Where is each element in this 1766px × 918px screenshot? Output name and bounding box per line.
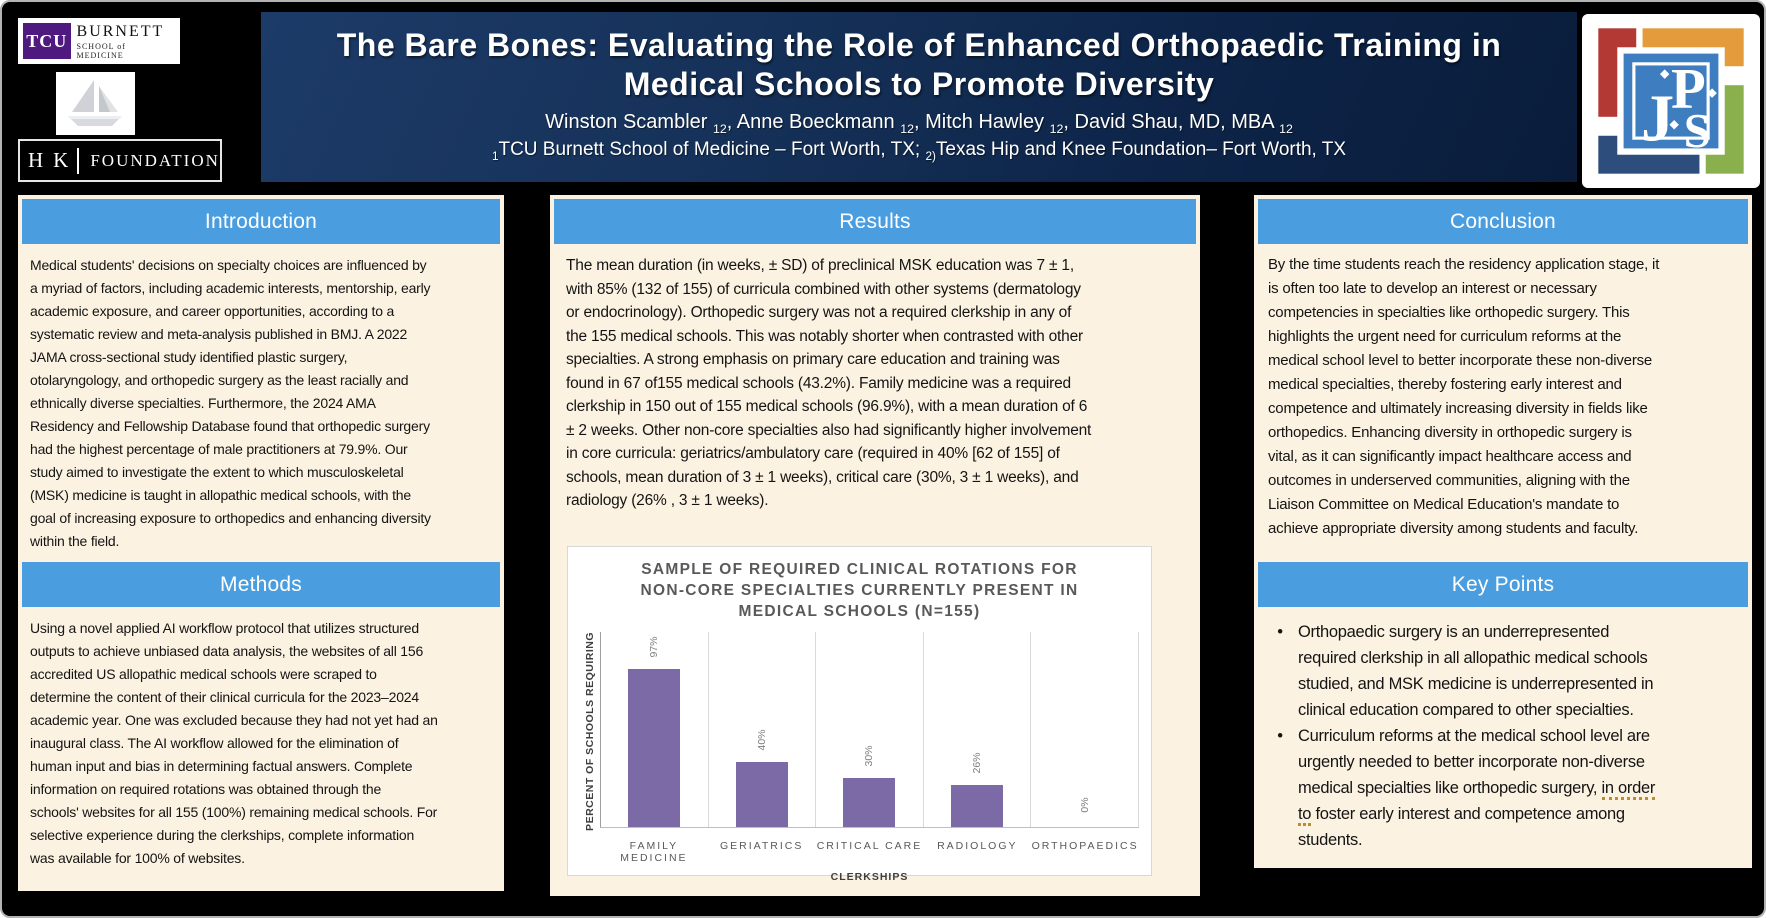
tcu-burnett-logo: TCU BURNETT SCHOOL of MEDICINE — [18, 18, 180, 64]
bar-value-label: 26% — [971, 752, 984, 774]
tcu-burnett-subtitle: SCHOOL of MEDICINE — [76, 41, 126, 60]
right-column: Conclusion By the time students reach th… — [1254, 195, 1752, 868]
chart-column: 30% — [816, 632, 924, 827]
chart-plot-area: 97% 40% 30% 26% 0% — [600, 632, 1139, 828]
affil-sup: 2) — [925, 149, 936, 163]
left-column: Introduction Medical students' decisions… — [18, 195, 504, 891]
chart-column: 97% — [601, 632, 709, 827]
grammar-underline: in order — [1601, 779, 1655, 800]
poster-title: The Bare Bones: Evaluating the Role of E… — [336, 27, 1502, 102]
sailboat-logo — [56, 72, 135, 135]
author: , Mitch Hawley — [914, 111, 1050, 133]
bar-value-label: 0% — [1078, 797, 1091, 813]
methods-body: Using a novel applied AI workflow protoc… — [30, 620, 438, 866]
grammar-underline: to — [1298, 805, 1311, 826]
introduction-body: Medical students' decisions on specialty… — [30, 257, 431, 549]
author-affil-sub: 12 — [1279, 122, 1293, 136]
category-label: ORTHOPAEDICS — [1031, 839, 1139, 852]
tcu-badge-icon: TCU — [23, 23, 71, 59]
category-label: GERIATRICS — [719, 839, 804, 852]
chart-bar — [843, 778, 896, 827]
svg-text:S: S — [1684, 103, 1711, 158]
category-label: FAMILY MEDICINE — [620, 839, 688, 864]
htk-divider — [77, 147, 80, 174]
sailboat-icon — [67, 79, 122, 126]
svg-text:P: P — [1671, 57, 1706, 120]
key-point-text: Orthopaedic surgery is an underrepresent… — [1298, 623, 1654, 719]
conclusion-body: By the time students reach the residency… — [1268, 256, 1660, 537]
results-body: The mean duration (in weeks, ± SD) of pr… — [566, 257, 1092, 509]
authors-line: Winston Scambler 12, Anne Boeckmann 12, … — [261, 111, 1577, 136]
author: , David Shau, MD, MBA — [1063, 111, 1280, 133]
conclusion-header: Conclusion — [1258, 199, 1748, 244]
chart-column: 40% — [709, 632, 817, 827]
key-point-item: • Orthopaedic surgery is an underreprese… — [1262, 619, 1742, 723]
bar-value-label: 40% — [755, 729, 768, 751]
chart-column: 26% — [924, 632, 1032, 827]
author-affil-sub: 12 — [1049, 122, 1064, 136]
chart-y-axis-label: PERCENT OF SCHOOLS REQUIRING — [584, 632, 596, 831]
affiliations-line: 1TCU Burnett School of Medicine – Fort W… — [261, 139, 1577, 163]
key-point-text: Curriculum reforms at the medical school… — [1298, 723, 1742, 853]
chart-category-row: FAMILY MEDICINE GERIATRICS CRITICAL CARE RA… — [600, 831, 1139, 864]
affil-sup: 1 — [491, 149, 499, 163]
author-affil-sub: 12 — [900, 122, 915, 136]
middle-column: Results The mean duration (in weeks, ± S… — [550, 195, 1200, 896]
chart-bar — [735, 762, 788, 827]
bullet-icon: • — [1277, 623, 1283, 641]
bar-value-label: 30% — [863, 745, 876, 767]
affiliation-2: Texas Hip and Knee Foundation– Fort Wort… — [935, 139, 1347, 160]
affiliation-1: TCU Burnett School of Medicine – Fort Wo… — [498, 139, 926, 160]
bar-value-label: 97% — [648, 636, 661, 658]
key-point-segment: Curriculum reforms at the medical school… — [1298, 727, 1650, 797]
author: Winston Scambler — [545, 111, 713, 133]
header-band: The Bare Bones: Evaluating the Role of E… — [261, 12, 1577, 182]
key-points-list: • Orthopaedic surgery is an underreprese… — [1258, 607, 1748, 853]
key-point-segment: foster early interest and competence amo… — [1298, 805, 1625, 849]
key-points-header: Key Points — [1258, 562, 1748, 607]
jps-logo: P J S — [1582, 14, 1760, 188]
htk-foundation-text: FOUNDATION — [90, 150, 220, 170]
results-header: Results — [554, 199, 1196, 244]
author: , Anne Boeckmann — [726, 111, 901, 133]
svg-text:J: J — [1641, 83, 1674, 156]
key-point-item: • Curriculum reforms at the medical scho… — [1262, 723, 1742, 853]
tcu-burnett-name: BURNETT — [76, 22, 165, 40]
htk-foundation-logo: H K FOUNDATION — [18, 139, 222, 182]
author-affil-sub: 12 — [712, 122, 727, 136]
chart-bar — [951, 784, 1004, 827]
chart-x-axis-label: CLERKSHIPS — [830, 870, 909, 883]
category-label: CRITICAL CARE — [816, 839, 923, 852]
htk-letter-h: H — [28, 148, 44, 172]
category-label: RADIOLOGY — [937, 839, 1018, 852]
results-chart: SAMPLE OF REQUIRED CLINICAL ROTATIONS FO… — [567, 546, 1152, 883]
chart-title: SAMPLE OF REQUIRED CLINICAL ROTATIONS FO… — [640, 561, 1079, 620]
methods-header: Methods — [22, 562, 500, 607]
introduction-header: Introduction — [22, 199, 500, 244]
jps-icon: P J S — [1592, 22, 1750, 180]
chart-bar — [628, 669, 681, 827]
htk-letter-k: K — [53, 148, 69, 172]
chart-column: 0% — [1031, 632, 1139, 827]
bullet-icon: • — [1277, 727, 1283, 745]
